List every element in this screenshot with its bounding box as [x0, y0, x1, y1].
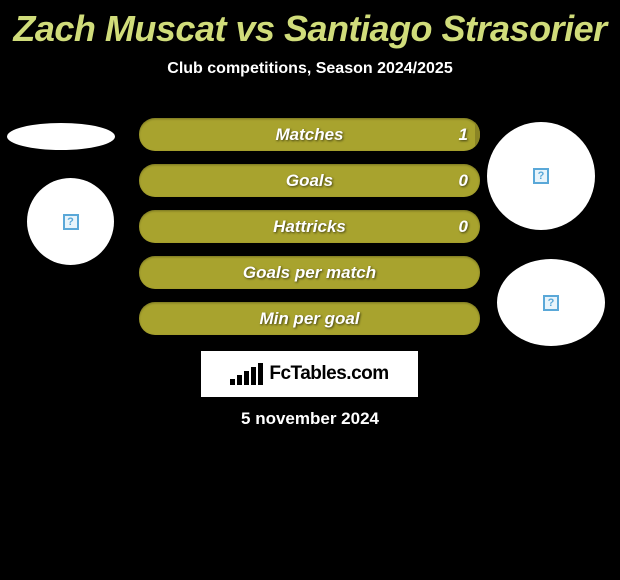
page-title: Zach Muscat vs Santiago Strasorier: [0, 0, 620, 50]
stat-bar-hattricks: Hattricks 0: [139, 210, 480, 243]
stat-bar-goals: Goals 0: [139, 164, 480, 197]
stat-value-matches: 1: [459, 125, 468, 145]
image-placeholder-icon: [533, 168, 549, 184]
stat-bar-goals-per-match: Goals per match: [139, 256, 480, 289]
fctables-logo-text: FcTables.com: [230, 363, 388, 385]
fctables-logo-label: FcTables.com: [269, 363, 388, 385]
stat-value-goals: 0: [459, 171, 468, 191]
stat-bar-min-per-goal: Min per goal: [139, 302, 480, 335]
bar-chart-icon: [230, 363, 263, 385]
page-subtitle: Club competitions, Season 2024/2025: [0, 60, 620, 78]
stat-label-goals: Goals: [139, 171, 480, 191]
stat-label-mpg: Min per goal: [139, 309, 480, 329]
player-b-secondary-circle: [497, 259, 605, 346]
stat-label-gpm: Goals per match: [139, 263, 480, 283]
image-placeholder-icon: [543, 295, 559, 311]
fctables-logo: FcTables.com: [201, 351, 418, 397]
player-b-avatar-circle: [487, 122, 595, 230]
date-text: 5 november 2024: [0, 409, 620, 429]
player-a-ellipse: [7, 123, 115, 150]
stats-container: Matches 1 Goals 0 Hattricks 0 Goals per …: [139, 118, 480, 348]
player-a-avatar-circle: [27, 178, 114, 265]
image-placeholder-icon: [63, 214, 79, 230]
stat-label-matches: Matches: [139, 125, 480, 145]
stat-value-hattricks: 0: [459, 217, 468, 237]
stat-label-hattricks: Hattricks: [139, 217, 480, 237]
stat-bar-matches: Matches 1: [139, 118, 480, 151]
